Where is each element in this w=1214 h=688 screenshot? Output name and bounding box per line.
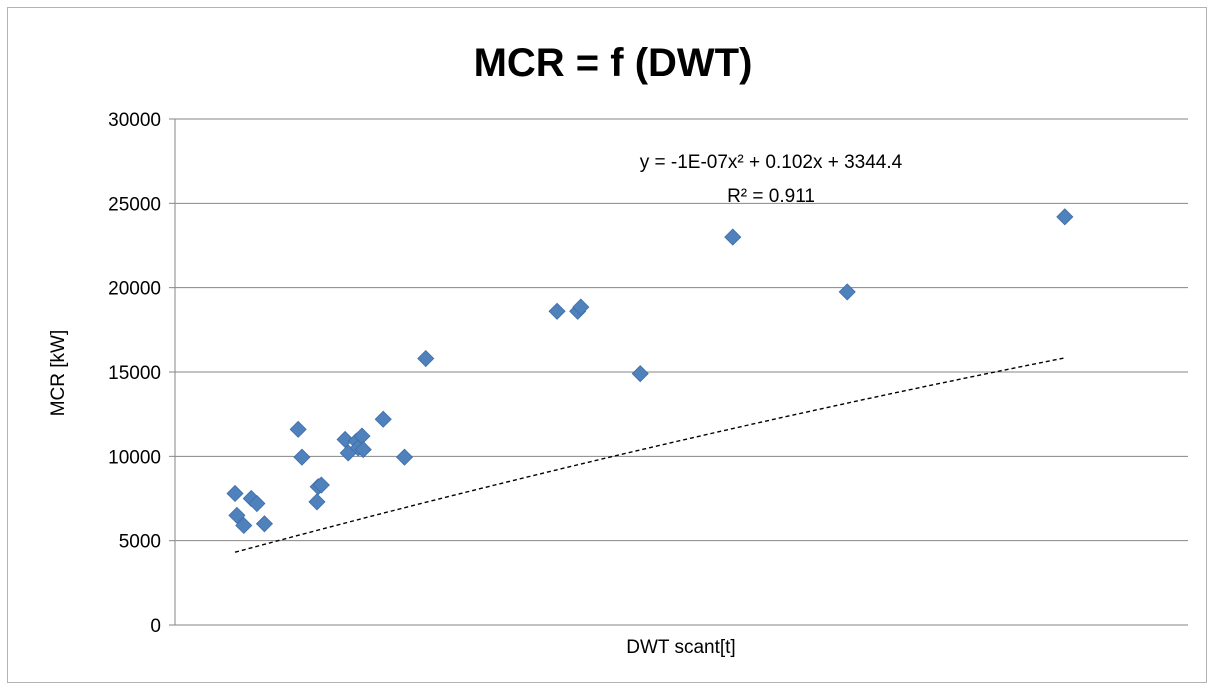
data-point bbox=[548, 302, 566, 320]
trendline bbox=[234, 357, 1065, 553]
y-tick-label: 0 bbox=[150, 616, 161, 637]
data-point bbox=[289, 420, 307, 438]
chart-title: MCR = f (DWT) bbox=[474, 41, 753, 85]
y-tick-label: 10000 bbox=[108, 447, 161, 468]
data-point bbox=[336, 430, 354, 449]
data-point bbox=[354, 441, 372, 459]
y-tick-label: 20000 bbox=[108, 279, 161, 300]
data-point bbox=[255, 515, 273, 533]
chart-border bbox=[7, 7, 1207, 683]
data-point bbox=[838, 283, 856, 301]
data-point bbox=[572, 298, 590, 316]
data-points bbox=[226, 208, 1074, 535]
data-point bbox=[724, 228, 742, 246]
y-tick-label: 15000 bbox=[108, 363, 161, 384]
data-point bbox=[417, 349, 435, 368]
axes bbox=[174, 119, 1188, 626]
y-tick-label: 25000 bbox=[108, 194, 161, 215]
y-tick-label: 5000 bbox=[119, 532, 161, 553]
trendline-equation: y = -1E-07x² + 0.102x + 3344.4 bbox=[640, 152, 903, 173]
data-point bbox=[1056, 208, 1074, 226]
data-point bbox=[228, 506, 246, 524]
data-point bbox=[312, 476, 330, 494]
y-tick-label: 30000 bbox=[108, 110, 161, 131]
data-point bbox=[235, 516, 253, 535]
data-point bbox=[293, 448, 311, 466]
trendline-r2: R² = 0.911 bbox=[727, 186, 815, 207]
data-point bbox=[308, 493, 326, 511]
data-point bbox=[374, 410, 392, 428]
data-point bbox=[226, 484, 244, 503]
data-point bbox=[395, 448, 414, 466]
x-axis-label: DWT scant[t] bbox=[626, 637, 735, 658]
y-axis-label: MCR [kW] bbox=[48, 330, 69, 417]
data-point bbox=[248, 494, 266, 513]
data-point bbox=[631, 365, 649, 383]
y-tick-labels: 0 5000 10000 15000 20000 25000 30000 bbox=[108, 110, 161, 637]
